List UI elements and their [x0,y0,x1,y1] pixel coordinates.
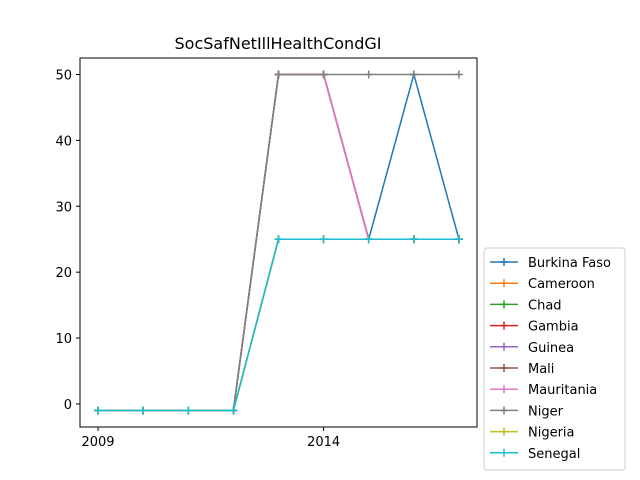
legend-item-mauritania: Mauritania [490,383,597,398]
legend-label: Niger [528,404,564,419]
legend-label: Burkina Faso [528,256,611,271]
data-point [274,235,283,244]
legend-item-burkina-faso: Burkina Faso [490,256,611,271]
legend-label: Mauritania [528,383,597,398]
x-axis: 2009 2014 [81,427,340,450]
legend-label: Senegal [528,447,580,462]
legend-label: Nigeria [528,426,575,441]
legend-item-nigeria: Nigeria [490,426,575,441]
data-point [229,406,238,415]
data-point [274,70,283,79]
legend: Burkina Faso Cameroon Chad Gambia Guinea Mali… [483,247,626,471]
legend-item-chad: Chad [490,298,562,313]
data-point [364,235,373,244]
data-point [454,70,463,79]
y-tick-label: 10 [55,332,72,347]
x-tick-label: 2009 [81,435,114,450]
legend-label: Gambia [528,320,579,335]
y-tick-label: 30 [55,200,72,215]
legend-item-niger: Niger [490,404,564,419]
y-tick-label: 0 [64,398,72,413]
y-tick-label: 50 [55,68,72,83]
data-point [94,406,103,415]
data-point [409,235,418,244]
data-point [409,70,418,79]
data-point [184,406,193,415]
legend-item-senegal: Senegal [490,447,580,462]
plot-frame [79,57,478,428]
legend-label: Guinea [528,341,574,356]
chart-title: SocSafNetIllHealthCondGI [175,34,382,53]
legend-item-cameroon: Cameroon [490,277,595,292]
data-point [319,235,328,244]
x-tick-label: 2014 [307,435,340,450]
data-point [139,406,148,415]
data-point [364,70,373,79]
legend-label: Mali [528,362,554,377]
y-tick-label: 20 [55,266,72,281]
data-point [319,70,328,79]
legend-box [483,247,626,471]
series-senegal [94,235,463,415]
legend-label: Chad [528,298,562,313]
legend-label: Cameroon [528,277,595,292]
legend-item-gambia: Gambia [490,320,579,335]
legend-item-mali: Mali [490,362,554,377]
y-axis: 0 10 20 30 40 50 [55,68,80,413]
legend-item-guinea: Guinea [490,341,574,356]
y-tick-label: 40 [55,134,72,149]
data-point [454,235,463,244]
series-layer [94,70,463,415]
